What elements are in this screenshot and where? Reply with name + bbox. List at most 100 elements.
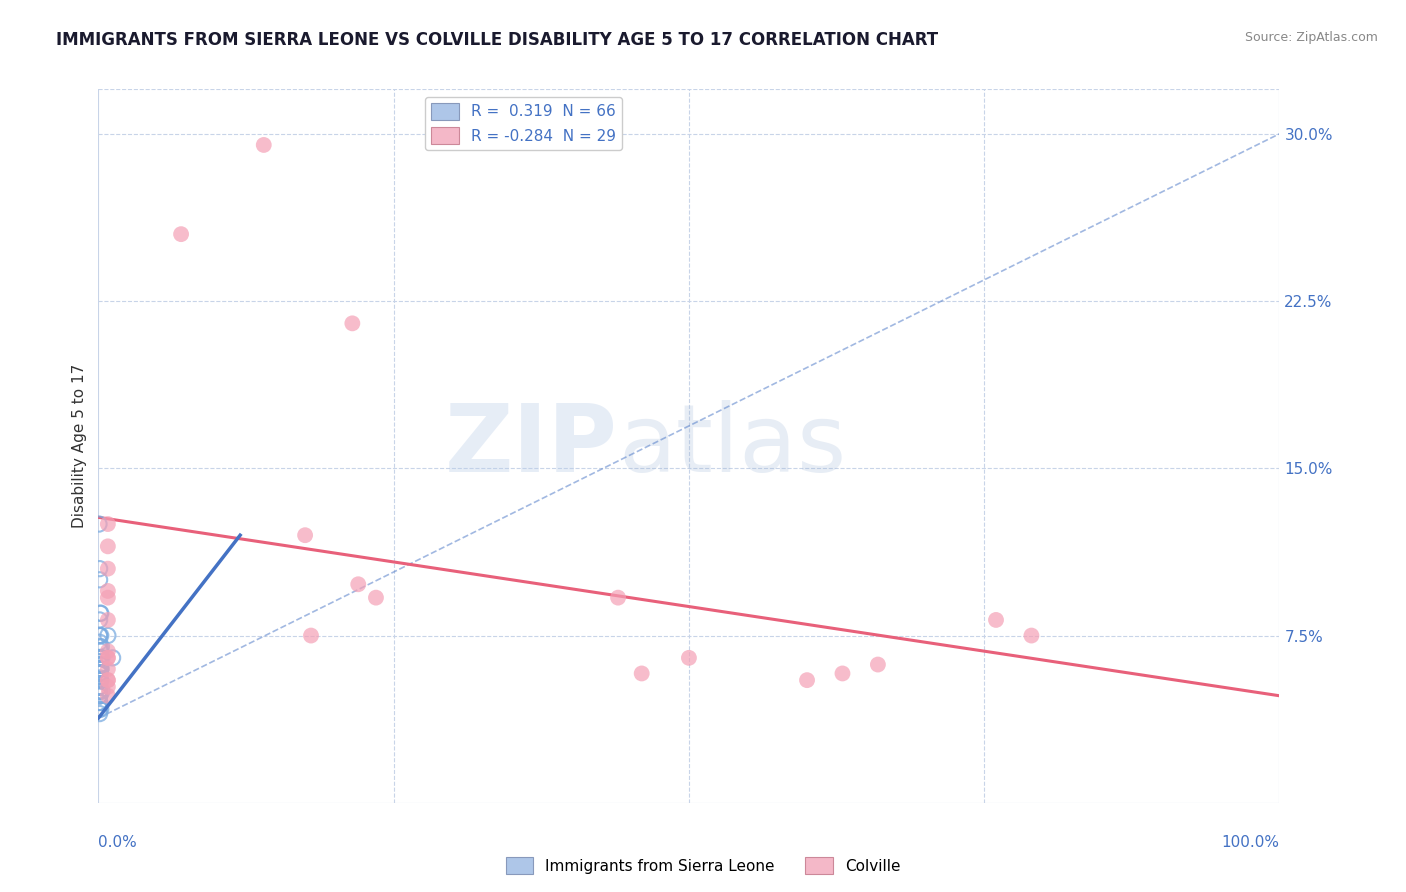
Point [796,673,818,687]
Point [90,657,112,672]
Point [97,673,120,687]
Point [89,607,111,621]
Point [89,696,111,710]
Point [90,651,112,665]
Point [90,657,112,672]
Point [90,662,112,676]
Point [97,673,120,687]
Point [91,684,114,698]
Point [90,673,112,687]
Point [90,662,112,676]
Point [89,662,111,676]
Point [89,680,111,694]
Point [89,689,111,703]
Point [89,628,111,642]
Point [294,528,316,542]
Point [89,562,111,576]
Point [866,657,889,672]
Point [89,684,111,698]
Point [97,591,120,605]
Point [89,666,111,681]
Point [97,583,120,598]
Point [89,666,111,681]
Point [97,644,120,658]
Point [89,651,111,665]
Point [170,227,193,241]
Point [89,673,111,687]
Point [97,680,120,694]
Point [89,651,111,665]
Legend: Immigrants from Sierra Leone, Colville: Immigrants from Sierra Leone, Colville [499,851,907,880]
Legend: R =  0.319  N = 66, R = -0.284  N = 29: R = 0.319 N = 66, R = -0.284 N = 29 [425,97,621,150]
Point [90,702,112,716]
Point [89,680,111,694]
Point [97,689,120,703]
Point [97,517,120,532]
Point [90,662,112,676]
Point [89,662,111,676]
Point [97,628,120,642]
Point [97,562,120,576]
Point [90,673,112,687]
Text: atlas: atlas [619,400,846,492]
Point [1021,628,1043,642]
Point [89,706,111,721]
Point [90,640,112,654]
Point [89,662,111,676]
Point [89,696,111,710]
Point [89,666,111,681]
Point [90,644,112,658]
Point [253,138,276,153]
Text: 100.0%: 100.0% [1222,835,1279,850]
Point [347,577,370,591]
Point [90,651,112,665]
Point [89,662,111,676]
Point [89,640,111,654]
Point [678,651,700,665]
Point [831,666,853,681]
Point [97,651,120,665]
Point [97,539,120,553]
Text: ZIP: ZIP [446,400,619,492]
Point [89,684,111,698]
Point [89,673,111,687]
Point [607,591,630,605]
Point [89,613,111,627]
Point [90,607,112,621]
Point [90,628,112,642]
Point [630,666,652,681]
Point [342,317,364,331]
Point [89,689,111,703]
Point [97,651,120,665]
Point [89,662,111,676]
Point [89,673,111,687]
Point [89,684,111,698]
Text: Source: ZipAtlas.com: Source: ZipAtlas.com [1244,31,1378,45]
Point [89,666,111,681]
Point [87,517,110,532]
Point [299,628,322,642]
Point [89,666,111,681]
Point [89,689,111,703]
Point [984,613,1007,627]
Point [89,689,111,703]
Point [89,662,111,676]
Point [89,673,111,687]
Point [101,651,124,665]
Point [97,613,120,627]
Point [90,657,112,672]
Point [89,680,111,694]
Point [91,651,114,665]
Text: IMMIGRANTS FROM SIERRA LEONE VS COLVILLE DISABILITY AGE 5 TO 17 CORRELATION CHAR: IMMIGRANTS FROM SIERRA LEONE VS COLVILLE… [56,31,938,49]
Point [89,573,111,587]
Point [89,628,111,642]
Point [89,651,111,665]
Point [89,673,111,687]
Point [89,696,111,710]
Point [89,702,111,716]
Point [89,635,111,649]
Point [89,671,111,685]
Point [97,662,120,676]
Point [90,651,112,665]
Y-axis label: Disability Age 5 to 17: Disability Age 5 to 17 [72,364,87,528]
